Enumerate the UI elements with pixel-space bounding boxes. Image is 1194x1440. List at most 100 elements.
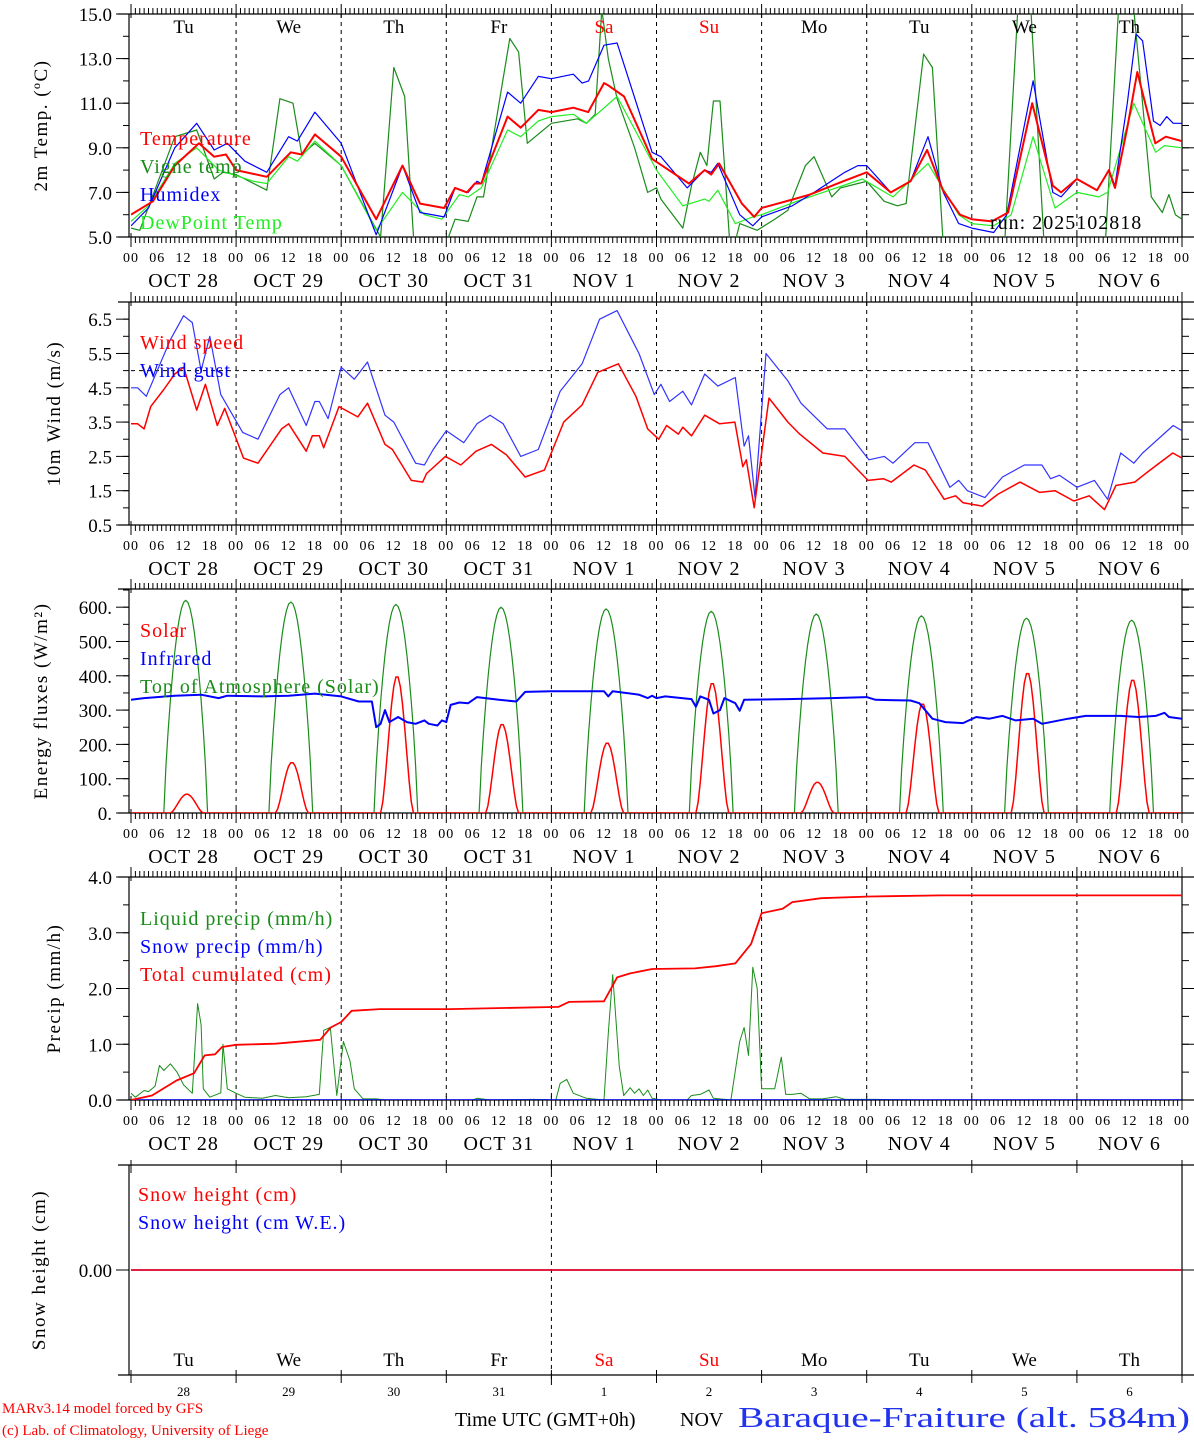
hour-tick-label: 12 <box>1016 1114 1032 1129</box>
hour-tick-label: 06 <box>359 539 375 554</box>
date-label: NOV 2 <box>678 558 741 580</box>
panel-1: 5.0 7.0 9.0 11.0 13.0 15.0 2m Temp. (ºC) Temper… <box>31 4 1194 292</box>
y-tick-label: 1.5 <box>88 482 112 503</box>
date-label: OCT 28 <box>148 270 219 292</box>
hour-tick-label: 18 <box>622 251 638 266</box>
hour-tick-label: 06 <box>780 827 796 842</box>
hour-tick-label: 00 <box>754 539 770 554</box>
day-name-label: Th <box>1119 1350 1141 1371</box>
hour-tick-label: 18 <box>202 827 218 842</box>
hour-tick-label: 18 <box>1148 1114 1164 1129</box>
hour-tick-label: 00 <box>333 539 349 554</box>
hour-tick-label: 00 <box>438 827 454 842</box>
hour-tick-label: 12 <box>491 827 507 842</box>
y-tick-label: 500. <box>79 632 112 653</box>
date-label: NOV 6 <box>1098 558 1161 580</box>
hour-tick-label: 12 <box>701 827 717 842</box>
hour-tick-label: 00 <box>228 1114 244 1129</box>
hour-tick-label: 00 <box>543 827 559 842</box>
hour-tick-label: 00 <box>649 1114 665 1129</box>
hour-tick-label: 00 <box>543 539 559 554</box>
hour-tick-label: 00 <box>123 1114 139 1129</box>
hour-tick-label: 00 <box>964 539 980 554</box>
hour-tick-label: 00 <box>859 539 875 554</box>
legend-entry: Snow precip (mm/h) <box>140 936 324 958</box>
station-name: Baraque-Fraiture (alt. 584m) <box>738 1402 1190 1434</box>
hour-tick-label: 06 <box>570 539 586 554</box>
hour-tick-label: 06 <box>254 251 270 266</box>
hour-tick-label: 06 <box>149 251 165 266</box>
hour-tick-label: 12 <box>491 1114 507 1129</box>
plot-area <box>131 14 1182 237</box>
hour-tick-label: 06 <box>149 539 165 554</box>
hour-tick-label: 12 <box>806 827 822 842</box>
y-axis-label: 2m Temp. (ºC) <box>31 60 52 192</box>
hour-tick-label: 00 <box>754 1114 770 1129</box>
date-label: OCT 31 <box>464 1133 535 1155</box>
hour-tick-label: 00 <box>649 827 665 842</box>
date-label: OCT 31 <box>464 846 535 868</box>
day-name-label: Su <box>699 1350 720 1371</box>
hour-tick-label: 06 <box>465 539 481 554</box>
hour-tick-label: 18 <box>727 827 743 842</box>
day-number-label: 1 <box>601 1384 608 1399</box>
day-name-label: Tu <box>173 17 194 38</box>
hour-tick-label: 18 <box>307 1114 323 1129</box>
day-name-label: Mo <box>801 17 827 38</box>
date-label: NOV 3 <box>783 558 846 580</box>
hour-tick-label: 12 <box>386 539 402 554</box>
date-label: NOV 1 <box>572 1133 635 1155</box>
hour-tick-label: 06 <box>1095 827 1111 842</box>
legend-entry: Vigne temp <box>140 156 243 178</box>
date-label: NOV 6 <box>1098 1133 1161 1155</box>
hour-tick-label: 12 <box>281 251 297 266</box>
date-label: OCT 30 <box>358 1133 429 1155</box>
hour-tick-label: 18 <box>1148 251 1164 266</box>
hour-tick-label: 18 <box>1043 827 1059 842</box>
hour-tick-label: 12 <box>281 1114 297 1129</box>
hour-tick-label: 06 <box>1095 1114 1111 1129</box>
legend-entry: Snow height (cm) <box>138 1184 297 1206</box>
day-name-label: Th <box>383 1350 405 1371</box>
y-tick-label: 6.5 <box>88 310 112 331</box>
hour-tick-label: 06 <box>885 539 901 554</box>
hour-tick-label: 00 <box>1069 827 1085 842</box>
x-axis-label: Time UTC (GMT+0h) <box>455 1409 636 1431</box>
day-name-label: Tu <box>909 17 930 38</box>
day-name-label: Fr <box>490 17 508 38</box>
hour-tick-label: 06 <box>885 1114 901 1129</box>
hour-tick-label: 18 <box>832 251 848 266</box>
legend-entry: Top of Atmosphere (Solar) <box>140 676 380 698</box>
hour-tick-label: 12 <box>701 539 717 554</box>
hour-tick-label: 18 <box>517 251 533 266</box>
date-label: OCT 30 <box>358 270 429 292</box>
y-tick-label: 200. <box>79 735 112 756</box>
date-label: NOV 2 <box>678 1133 741 1155</box>
hour-tick-label: 18 <box>202 251 218 266</box>
month-label: NOV <box>680 1409 724 1431</box>
day-name-label: We <box>1012 17 1037 38</box>
hour-tick-label: 00 <box>649 539 665 554</box>
date-label: NOV 4 <box>888 1133 951 1155</box>
hour-tick-label: 12 <box>596 251 612 266</box>
date-label: NOV 1 <box>572 558 635 580</box>
hour-tick-label: 18 <box>727 251 743 266</box>
hour-tick-label: 00 <box>123 539 139 554</box>
hour-tick-label: 06 <box>1095 539 1111 554</box>
hour-tick-label: 00 <box>543 251 559 266</box>
hour-tick-label: 12 <box>911 251 927 266</box>
lab-credit: (c) Lab. of Climatology, University of L… <box>2 1423 269 1439</box>
hour-tick-label: 18 <box>307 827 323 842</box>
hour-tick-label: 12 <box>176 539 192 554</box>
panel-4: 0.0 1.0 2.0 3.0 4.0 Precip (mm/h) Liquid preci… <box>44 867 1194 1155</box>
hour-tick-label: 00 <box>964 1114 980 1129</box>
day-name-label: Fr <box>490 1350 508 1371</box>
day-number-label: 29 <box>282 1384 295 1399</box>
model-credit: MARv3.14 model forced by GFS <box>2 1401 203 1417</box>
hour-tick-label: 12 <box>281 827 297 842</box>
hour-tick-label: 12 <box>1121 1114 1137 1129</box>
hour-tick-label: 18 <box>1043 251 1059 266</box>
day-number-label: 4 <box>916 1384 923 1399</box>
hour-tick-label: 06 <box>149 1114 165 1129</box>
hour-tick-label: 12 <box>176 827 192 842</box>
